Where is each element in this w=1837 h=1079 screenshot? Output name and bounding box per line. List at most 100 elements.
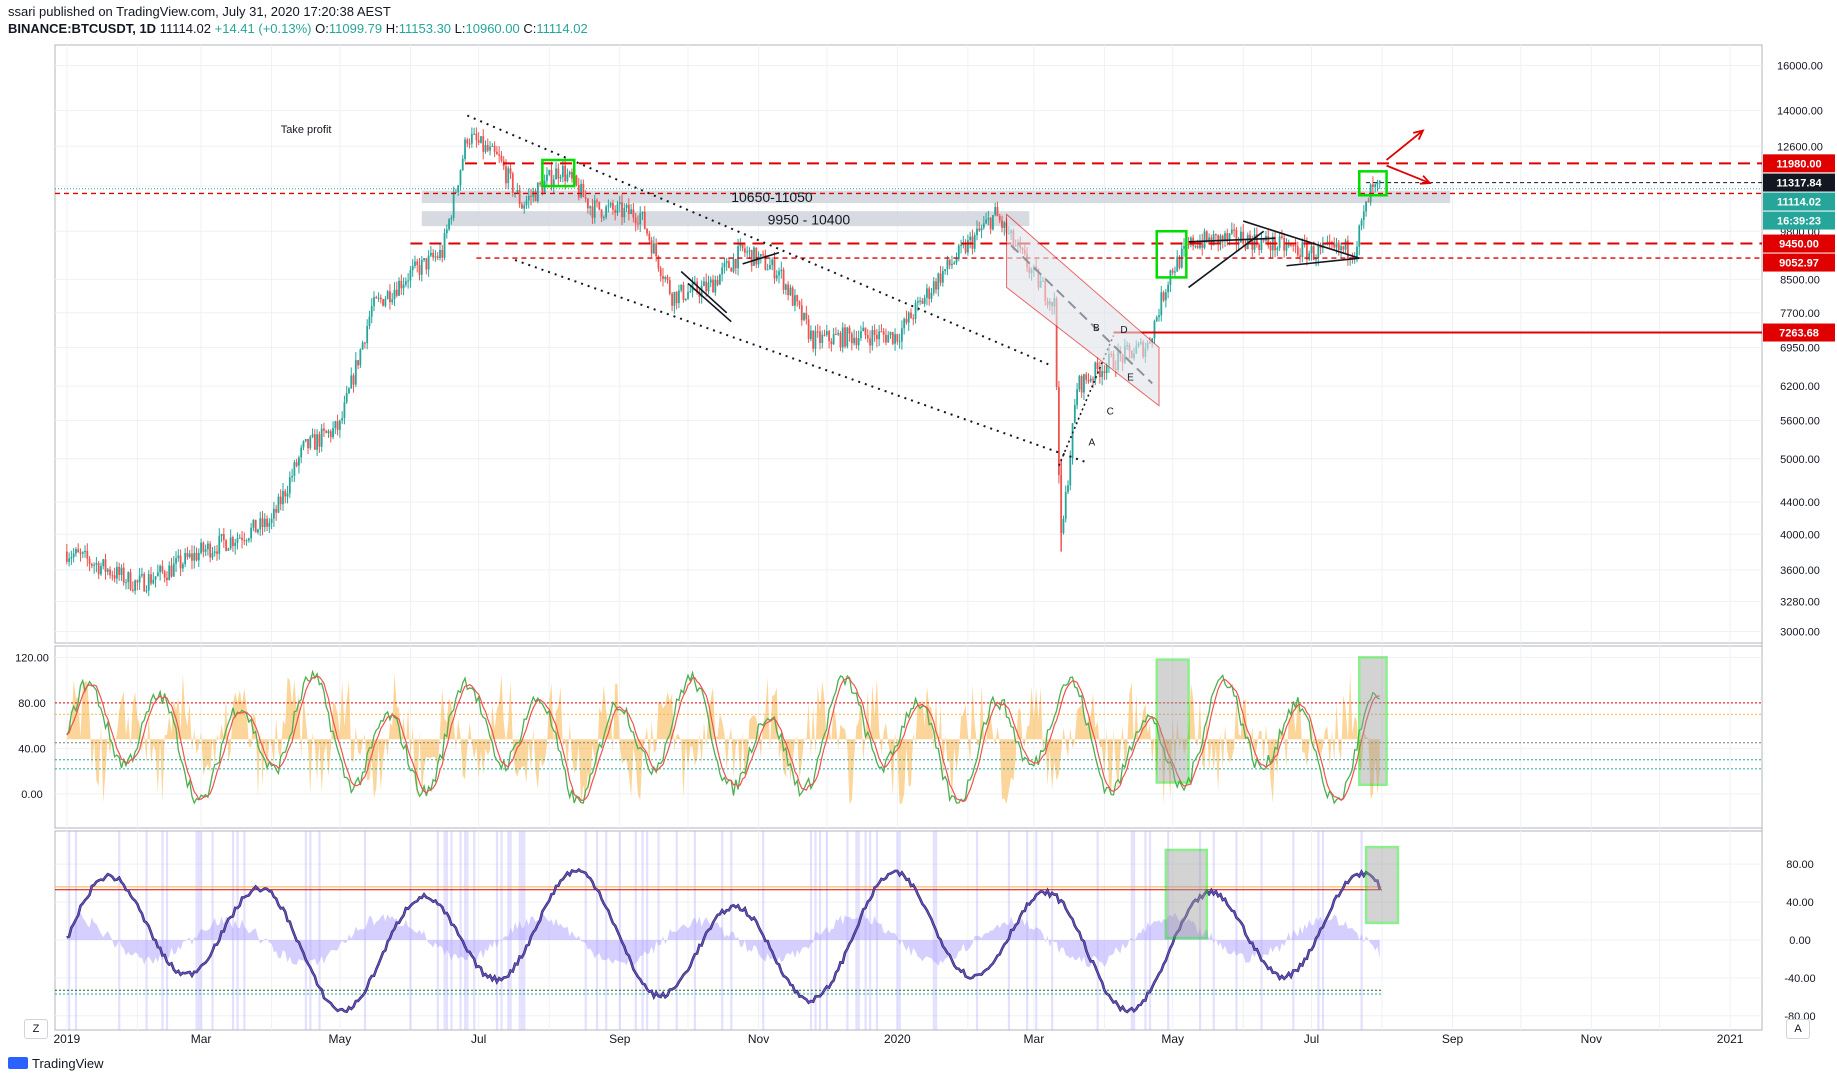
symbol-label[interactable]: BINANCE:BTCUSDT, 1D bbox=[8, 21, 157, 36]
candle-body bbox=[404, 281, 407, 285]
candle-body bbox=[946, 259, 949, 270]
low-label: L: bbox=[454, 21, 466, 36]
candle-body bbox=[750, 250, 753, 266]
candle-body bbox=[994, 207, 997, 216]
resistance-zone-lower bbox=[421, 211, 1030, 227]
candle-body bbox=[468, 143, 471, 145]
stoch-tick-label: 0.00 bbox=[21, 789, 42, 801]
candle-body bbox=[1301, 242, 1304, 257]
candle-body bbox=[523, 205, 526, 209]
publish-info: ssari published on TradingView.com, July… bbox=[8, 4, 391, 19]
brand-label: TradingView bbox=[32, 1056, 104, 1071]
candle-body bbox=[878, 331, 881, 340]
candle-body bbox=[830, 341, 833, 345]
osc-band bbox=[1130, 831, 1133, 1030]
candle-body bbox=[391, 299, 394, 303]
candle-body bbox=[377, 297, 380, 299]
candle-body bbox=[1083, 374, 1085, 393]
candle-body bbox=[1217, 234, 1220, 245]
candle-body bbox=[480, 136, 482, 143]
candle-body bbox=[557, 168, 560, 179]
chart-canvas[interactable]: 2019 Mar May Jul Sep Nov 2020 Mar May Jul Sep Nov 20… bbox=[0, 40, 1837, 1048]
candle-body bbox=[382, 299, 385, 306]
candle-body bbox=[86, 550, 89, 559]
candle-body bbox=[1333, 244, 1336, 248]
candle-body bbox=[334, 421, 337, 429]
candle-body bbox=[122, 567, 125, 583]
highlight-jul-2020 bbox=[1358, 170, 1388, 197]
candle-body bbox=[853, 337, 856, 344]
candle-body bbox=[286, 493, 289, 497]
candle-body bbox=[393, 289, 396, 300]
candle-body bbox=[461, 158, 464, 171]
candle-body bbox=[1167, 284, 1170, 293]
candle-body bbox=[172, 563, 175, 577]
candle-body bbox=[957, 245, 960, 259]
candle-body bbox=[684, 298, 687, 300]
osc-band bbox=[1096, 831, 1099, 1030]
candle-body bbox=[912, 318, 915, 320]
zoom-button[interactable]: Z bbox=[24, 1019, 48, 1039]
candle-body bbox=[759, 254, 762, 257]
candle-body bbox=[998, 216, 1001, 221]
candle-body bbox=[505, 166, 507, 184]
candle-body bbox=[420, 259, 423, 275]
osc-band bbox=[1132, 831, 1136, 1030]
candle-body bbox=[443, 233, 446, 258]
candle-body bbox=[425, 258, 428, 270]
osc-band bbox=[1360, 831, 1363, 1030]
candle-body bbox=[1328, 241, 1331, 243]
candle-body bbox=[416, 261, 419, 266]
candle-body bbox=[612, 203, 614, 210]
candle-body bbox=[1340, 246, 1342, 251]
osc-band bbox=[161, 831, 164, 1030]
candle-body bbox=[982, 223, 985, 228]
tradingview-logo[interactable]: TradingView bbox=[8, 1056, 104, 1071]
candle-body bbox=[871, 330, 874, 346]
open-value: 11099.79 bbox=[328, 21, 383, 36]
candle-body bbox=[521, 204, 523, 209]
candle-body bbox=[548, 170, 551, 175]
candle-body bbox=[680, 284, 683, 291]
time-tick-label: 2019 bbox=[53, 1032, 80, 1046]
price-tick-label: 4000.00 bbox=[1780, 529, 1820, 541]
osc-band bbox=[657, 831, 660, 1030]
candle-body bbox=[1203, 231, 1206, 248]
candle-body bbox=[789, 287, 792, 296]
candle-body bbox=[1092, 378, 1094, 380]
osc-band bbox=[818, 831, 822, 1030]
candle-body bbox=[1176, 256, 1179, 272]
candle-body bbox=[134, 580, 136, 591]
candle-body bbox=[807, 319, 810, 340]
candle-body bbox=[1087, 379, 1090, 382]
candle-body bbox=[1246, 234, 1249, 250]
candle-body bbox=[384, 299, 387, 306]
price-label-bg bbox=[1763, 234, 1835, 253]
candle-body bbox=[1055, 298, 1058, 388]
candle-body bbox=[284, 490, 287, 497]
highlight-may-2020 bbox=[1155, 230, 1188, 279]
stoch-k-line bbox=[66, 669, 1380, 805]
candle-body bbox=[475, 133, 478, 141]
auto-scale-button[interactable]: A bbox=[1786, 1019, 1810, 1039]
resistance-zone-upper bbox=[421, 190, 1451, 204]
candle-body bbox=[191, 553, 193, 561]
candle-body bbox=[1003, 222, 1006, 228]
candle-body bbox=[254, 519, 257, 533]
candle-body bbox=[905, 318, 908, 323]
candle-body bbox=[341, 418, 344, 421]
price-tick-label: 6950.00 bbox=[1780, 342, 1820, 354]
osc-band bbox=[898, 831, 901, 1030]
candle-body bbox=[928, 288, 931, 299]
candle-body bbox=[482, 136, 485, 152]
osc-band bbox=[445, 831, 449, 1030]
recovery-dotted bbox=[1058, 335, 1115, 466]
candle-body bbox=[222, 534, 225, 541]
osc-band bbox=[675, 831, 678, 1030]
candle-body bbox=[166, 577, 168, 581]
candle-body bbox=[903, 318, 906, 329]
candle-body bbox=[379, 297, 382, 300]
candle-body bbox=[409, 270, 412, 281]
candle-body bbox=[586, 198, 589, 209]
osc-band bbox=[68, 831, 71, 1030]
